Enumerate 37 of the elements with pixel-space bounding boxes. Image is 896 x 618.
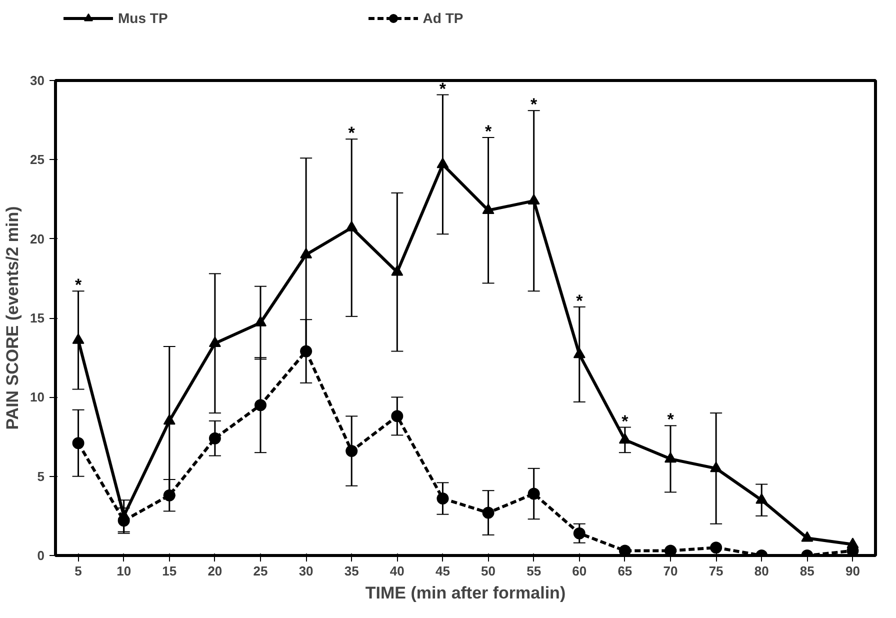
annotation: * [484, 122, 492, 141]
annotation: * [74, 276, 82, 295]
y-tick-label: 5 [37, 468, 45, 484]
x-tick-label: 5 [74, 564, 82, 578]
annotation: * [530, 95, 538, 114]
x-tick-label: 60 [572, 564, 587, 578]
y-tick-label: 0 [37, 548, 45, 563]
x-tick-label: 65 [618, 564, 632, 578]
x-tick-label: 45 [435, 564, 450, 578]
annotation: * [667, 410, 674, 430]
legend-label: Ad TP [422, 10, 464, 26]
annotation: * [576, 291, 584, 310]
y-tick-label: 25 [30, 152, 45, 168]
annotation: * [622, 412, 629, 431]
x-tick-label: 55 [526, 564, 542, 578]
y-axis-title: PAIN SCORE (events/2 min) [3, 206, 22, 430]
x-tick-label: 25 [253, 564, 268, 578]
x-tick-label: 80 [754, 564, 769, 578]
x-tick-label: 70 [663, 564, 678, 578]
legend-label: Mus TP [118, 10, 168, 26]
x-axis-title: TIME (min after formalin) [365, 584, 566, 602]
x-tick-label: 90 [845, 564, 860, 578]
x-tick-label: 75 [708, 564, 724, 578]
x-tick-label: 30 [298, 564, 314, 578]
x-tick-label: 85 [800, 564, 814, 578]
annotation: * [348, 124, 356, 143]
x-tick-label: 20 [208, 564, 222, 578]
y-tick-label: 30 [30, 73, 45, 88]
y-tick-label: 10 [30, 390, 45, 405]
y-tick-label: 15 [30, 310, 45, 326]
x-tick-label: 35 [344, 564, 359, 578]
annotation: * [439, 79, 446, 98]
x-tick-label: 15 [162, 564, 177, 578]
x-tick-label: 40 [390, 564, 404, 578]
y-tick-label: 20 [30, 231, 45, 246]
x-tick-label: 10 [116, 564, 132, 578]
x-tick-label: 50 [481, 564, 496, 578]
